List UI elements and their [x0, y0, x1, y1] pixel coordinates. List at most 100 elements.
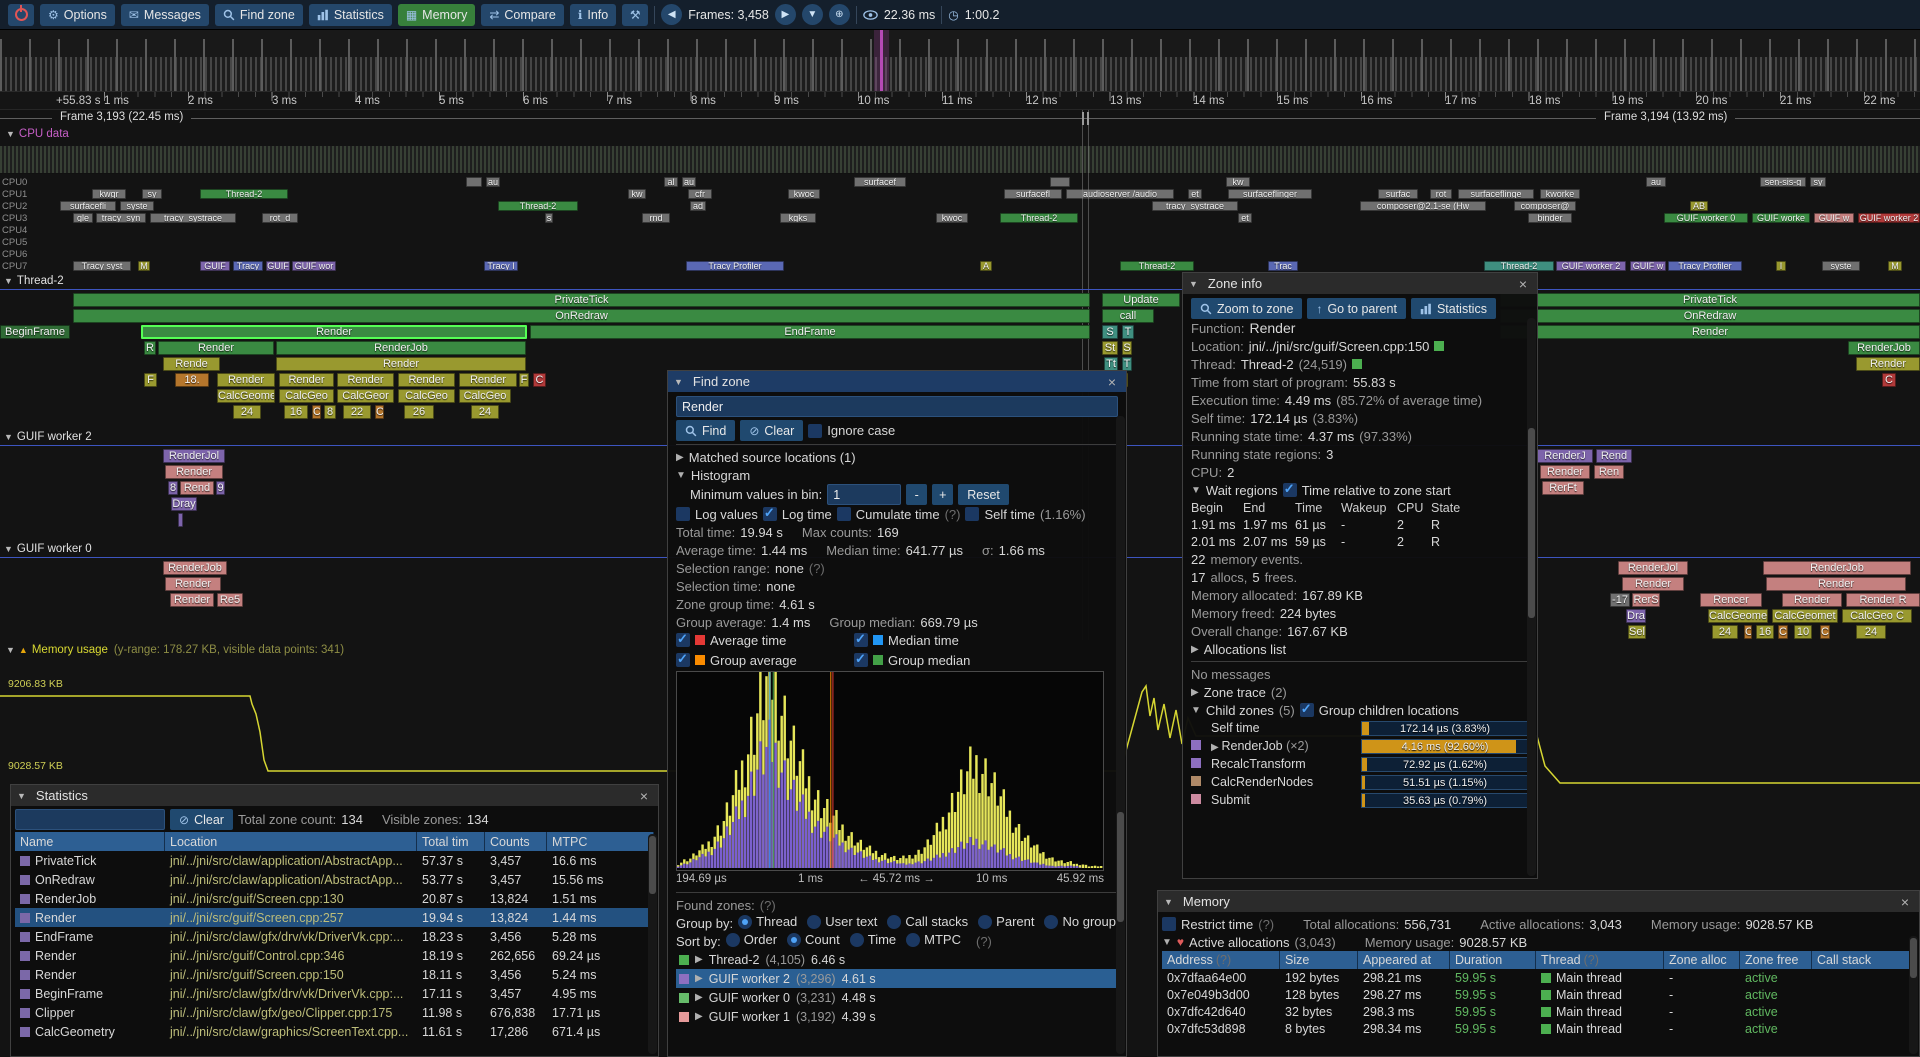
column-header[interactable]: Zone alloc — [1664, 951, 1740, 969]
timeline-zone[interactable]: Thread-2 — [200, 189, 288, 199]
timeline-zone[interactable]: M — [138, 261, 150, 271]
histogram-toggle[interactable]: ▼ Histogram — [676, 466, 1118, 484]
scrollbar-thumb[interactable] — [1528, 428, 1535, 618]
messages-button[interactable]: ✉ Messages — [120, 3, 209, 26]
statistics-titlebar[interactable]: ▼ Statistics × — [11, 785, 658, 806]
scrollbar[interactable] — [1909, 936, 1918, 1054]
timeline-zone[interactable]: EndFrame — [530, 325, 1090, 339]
table-row[interactable]: Render jni/../jni/src/guif/Screen.cpp:150… — [15, 965, 654, 984]
timeline-zone[interactable] — [466, 177, 482, 187]
timeline-zone[interactable]: Render — [165, 465, 223, 479]
group-children-checkbox[interactable] — [1299, 701, 1314, 717]
legend-checkbox[interactable] — [676, 651, 690, 667]
timeline-zone[interactable]: Tracy I — [484, 261, 518, 271]
timeline-zone[interactable]: 16 — [284, 405, 308, 419]
clear-button[interactable]: ⊘ Clear — [740, 420, 804, 441]
find-button[interactable]: Find — [676, 420, 736, 441]
column-header[interactable]: Duration — [1450, 951, 1536, 969]
column-header[interactable]: MTPC — [547, 832, 654, 851]
go-to-parent-button[interactable]: ↑ Go to parent — [1307, 298, 1406, 319]
table-row[interactable]: 0x7dfc42d640 32 bytes 298.3 ms 59.95 s Main … — [1162, 1003, 1915, 1020]
timeline-zone[interactable]: Update — [1102, 293, 1180, 307]
zone-group-row[interactable]: ▶ GUIF worker 0 (3,231) 4.48 s — [676, 988, 1118, 1007]
radio-icon[interactable] — [906, 932, 921, 947]
tools-button[interactable]: ⚒ — [622, 3, 649, 26]
timeline-zone[interactable]: Render R — [1846, 593, 1920, 607]
statistics-button[interactable]: Statistics — [308, 3, 392, 26]
timeline-zone[interactable]: kw — [628, 189, 646, 199]
close-icon[interactable]: × — [1518, 275, 1528, 292]
timeline-zone[interactable]: GUIF worker 0 — [1664, 213, 1748, 223]
restrict-time-checkbox[interactable] — [1162, 917, 1176, 931]
legend-checkbox[interactable] — [854, 631, 868, 647]
radio-icon[interactable] — [738, 914, 753, 929]
table-row[interactable]: RenderJob jni/../jni/src/guif/Screen.cpp:… — [15, 889, 654, 908]
timeline-zone[interactable]: Render — [158, 341, 274, 355]
radio-option[interactable]: Parent — [978, 914, 1034, 929]
timeline-zone[interactable]: Rend — [1596, 449, 1632, 463]
info-button[interactable]: ℹ Info — [569, 3, 617, 26]
table-row[interactable]: 0x7e049b3d00 128 bytes 298.27 ms 59.95 s Mai… — [1162, 986, 1915, 1003]
collapse-icon[interactable]: ▼ — [4, 543, 13, 554]
timeline-zone[interactable]: Tracy — [233, 261, 263, 271]
wait-table-row[interactable]: 2.01 ms 2.07 ms 59 µs - 2 R — [1191, 533, 1529, 550]
cpu-data-header[interactable]: ▼ CPU data — [6, 128, 69, 140]
radio-icon[interactable] — [787, 932, 802, 947]
timeline-zone[interactable]: rnd — [642, 213, 670, 223]
timeline-zone[interactable]: CalcGeomet — [1772, 609, 1838, 623]
timeline-zone[interactable]: 10 — [1794, 625, 1812, 639]
radio-option[interactable]: Call stacks — [887, 914, 968, 929]
table-row[interactable]: 0x7dfc53d898 8 bytes 298.34 ms 59.95 s Main … — [1162, 1020, 1915, 1037]
timeline-zone[interactable]: sy — [142, 189, 162, 199]
find-zone-button[interactable]: Find zone — [214, 3, 303, 26]
timeline-zone[interactable]: RerS — [1632, 593, 1660, 607]
reset-button[interactable]: Reset — [958, 484, 1009, 505]
timeline-zone[interactable]: Sel — [1628, 625, 1646, 639]
timeline-zone[interactable]: gle — [73, 213, 93, 223]
column-header[interactable]: Size — [1280, 951, 1358, 969]
timeline-zone[interactable]: rot — [1430, 189, 1452, 199]
timeline-zone[interactable]: sy — [1810, 177, 1826, 187]
scrollbar[interactable] — [1527, 318, 1536, 876]
timeline-zone[interactable]: 22 — [343, 405, 371, 419]
ignore-case-checkbox[interactable] — [808, 423, 823, 438]
timeline-zone[interactable]: syste — [120, 201, 154, 211]
zone-group-row[interactable]: ▶ Thread-2 (4,105) 6.46 s — [676, 950, 1118, 969]
allocations-list-toggle[interactable]: ▶ Allocations list — [1191, 640, 1529, 658]
scrollbar-thumb[interactable] — [1117, 811, 1124, 922]
timeline-zone[interactable]: au — [1646, 177, 1666, 187]
timeline-zone[interactable]: et — [1188, 189, 1202, 199]
expand-icon[interactable]: ▶ — [1211, 742, 1222, 753]
timeline-zone[interactable]: surfacefli — [60, 201, 116, 211]
timeline-zone[interactable]: Cl — [1820, 625, 1830, 639]
wait-regions-toggle[interactable]: ▼ Wait regions Time relative to zone start — [1191, 481, 1529, 499]
column-header[interactable]: Call stack — [1812, 951, 1915, 969]
prev-frame-button[interactable]: ◀ — [661, 4, 683, 25]
next-frame-button[interactable]: ▶ — [774, 4, 796, 25]
log-time-checkbox[interactable] — [762, 505, 777, 521]
table-row[interactable]: Render jni/../jni/src/guif/Control.cpp:34… — [15, 946, 654, 965]
collapse-icon[interactable]: ▼ — [674, 376, 683, 387]
timeline-zone[interactable]: Rende — [163, 357, 220, 371]
current-frame-marker[interactable] — [880, 30, 883, 91]
zone-info-titlebar[interactable]: ▼ Zone info × — [1183, 273, 1537, 294]
timeline-zone[interactable]: composer@2.1-se (Hw — [1360, 201, 1486, 211]
timeline-zone[interactable]: Rencer — [1700, 593, 1762, 607]
radio-option[interactable]: User text — [807, 914, 877, 929]
timeline-zone[interactable]: tracy_syn — [96, 213, 146, 223]
zoom-to-zone-button[interactable]: Zoom to zone — [1191, 298, 1303, 319]
collapse-icon[interactable]: ▼ — [1164, 896, 1173, 907]
table-row[interactable]: 0x7dfaa64e00 192 bytes 298.21 ms 59.95 s Mai… — [1162, 969, 1915, 986]
timeline-zone[interactable]: 24 — [233, 405, 261, 419]
timeline-zone[interactable]: GUIF worke — [1752, 213, 1810, 223]
timeline-zone[interactable]: C — [1744, 625, 1752, 639]
timeline-zone[interactable]: CalcGeo — [398, 389, 455, 403]
timeline-zone[interactable]: R — [144, 341, 156, 355]
timeline-zone[interactable]: Ren — [1594, 465, 1624, 479]
collapse-icon[interactable]: ▼ — [4, 431, 13, 442]
timeline-zone[interactable]: CalcGeo — [459, 389, 511, 403]
radio-icon[interactable] — [1044, 914, 1059, 929]
timeline-zone[interactable]: Render — [1500, 325, 1920, 339]
expand-icon[interactable]: ▶ — [695, 1011, 703, 1022]
timeline-zone[interactable]: F — [144, 373, 157, 387]
